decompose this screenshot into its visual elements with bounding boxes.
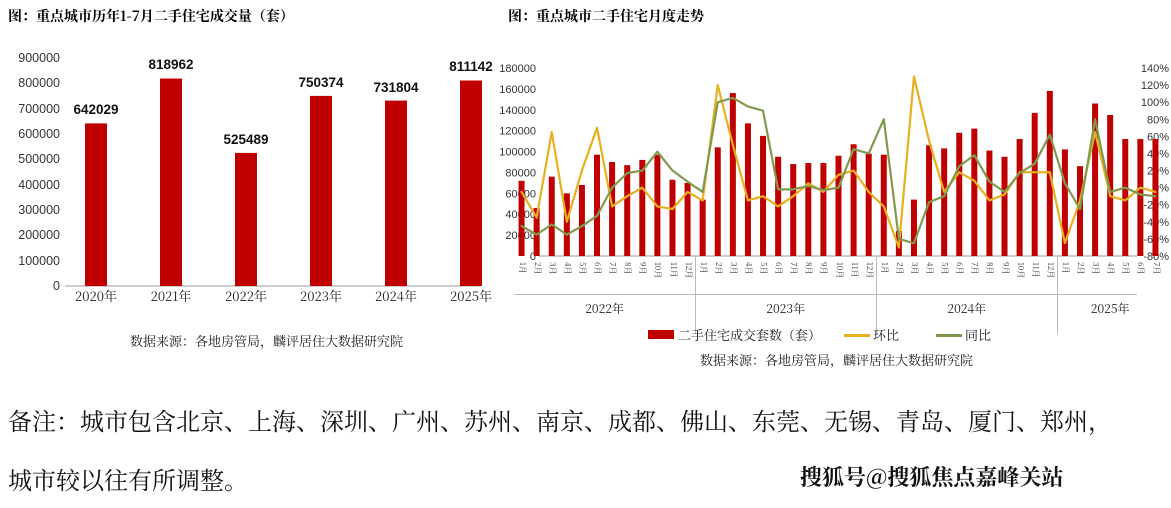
svg-text:180000: 180000: [499, 63, 536, 75]
svg-text:525489: 525489: [223, 132, 268, 147]
svg-text:2025年: 2025年: [450, 286, 492, 305]
svg-text:100000: 100000: [499, 147, 536, 159]
svg-text:140%: 140%: [1141, 63, 1169, 75]
svg-text:2021年: 2021年: [151, 286, 192, 305]
svg-text:800000: 800000: [18, 76, 60, 90]
svg-text:2022年: 2022年: [225, 286, 267, 305]
svg-text:811142: 811142: [449, 59, 493, 74]
svg-text:400000: 400000: [18, 178, 60, 192]
svg-text:140000: 140000: [499, 105, 536, 117]
svg-text:120%: 120%: [1141, 80, 1169, 92]
svg-text:700000: 700000: [18, 102, 60, 116]
svg-text:0: 0: [53, 279, 60, 293]
svg-text:818962: 818962: [148, 57, 193, 72]
svg-text:120000: 120000: [499, 126, 536, 138]
svg-text:642029: 642029: [73, 102, 118, 117]
svg-text:300000: 300000: [18, 203, 60, 217]
svg-text:80%: 80%: [1147, 114, 1169, 126]
svg-text:500000: 500000: [18, 152, 60, 166]
svg-text:2024年: 2024年: [375, 286, 417, 305]
svg-text:600000: 600000: [18, 127, 60, 141]
svg-text:200000: 200000: [18, 228, 60, 242]
svg-text:160000: 160000: [499, 84, 536, 96]
svg-text:2023年: 2023年: [300, 286, 342, 305]
svg-text:2020年: 2020年: [75, 286, 117, 305]
svg-text:100000: 100000: [18, 254, 60, 268]
svg-text:750374: 750374: [298, 75, 344, 90]
svg-text:100%: 100%: [1141, 97, 1169, 109]
svg-text:80000: 80000: [505, 167, 536, 179]
svg-text:900000: 900000: [18, 51, 60, 65]
svg-text:731804: 731804: [373, 80, 419, 95]
